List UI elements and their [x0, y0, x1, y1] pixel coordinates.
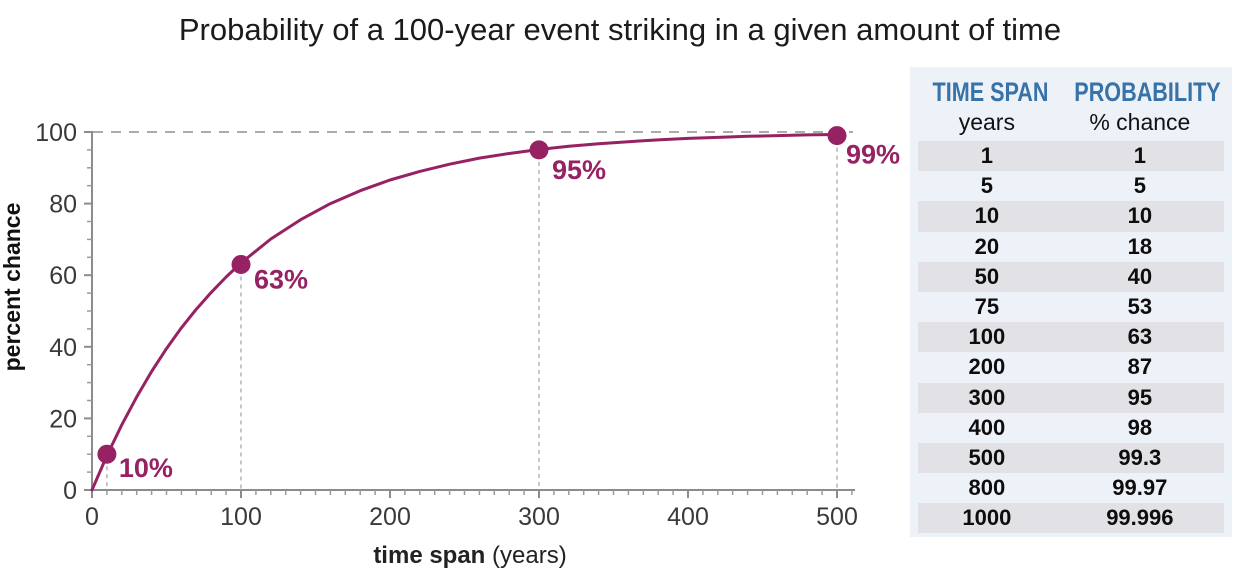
table-row: 1000 99.996 — [918, 503, 1224, 534]
probability-cell: 99.97 — [1112, 475, 1168, 501]
table-header-timespan: TIME SPAN — [932, 77, 1049, 107]
page-title: Probability of a 100-year event striking… — [178, 12, 1062, 47]
table-row: 100 63 — [918, 322, 1224, 353]
x-tick-label: 200 — [369, 503, 411, 531]
y-tick-label: 80 — [49, 191, 77, 219]
y-tick-label: 0 — [63, 477, 77, 505]
probability-chart: 0 20 40 60 80 100 0 100 200 300 400 500 10% 63% 95% 99%… — [0, 60, 905, 574]
x-tick-label: 0 — [85, 503, 99, 531]
table-header-probability: PROBABILITY — [1073, 77, 1221, 107]
table-subheader-chance: % chance — [1089, 109, 1191, 135]
timespan-cell: 20 — [974, 233, 1000, 259]
y-tick-label: 100 — [35, 119, 77, 147]
table-header-row: TIME SPAN PROBABILITY — [918, 77, 1224, 107]
probability-cell: 99.3 — [1118, 444, 1162, 470]
timespan-cell: 800 — [968, 475, 1006, 501]
probability-cell: 40 — [1127, 263, 1153, 289]
probability-cell: 18 — [1127, 233, 1153, 259]
timespan-cell: 1 — [980, 143, 993, 168]
table-body: 1 1 5 5 10 10 20 18 50 40 75 53 100 63 200 87 300 95 400 98… — [918, 141, 1224, 534]
timespan-cell: 5 — [980, 173, 993, 199]
data-point-marker — [827, 126, 847, 146]
probability-cell: 87 — [1127, 354, 1153, 380]
x-tick-label: 300 — [518, 503, 560, 531]
y-tick-label: 40 — [49, 334, 77, 362]
data-point-label: 10% — [119, 453, 173, 483]
timespan-cell: 50 — [974, 263, 1000, 289]
timespan-cell: 400 — [968, 414, 1006, 440]
table-row: 800 99.97 — [918, 473, 1224, 503]
timespan-cell: 100 — [968, 324, 1006, 350]
probability-cell: 63 — [1127, 324, 1153, 350]
x-axis-label: time span (years) — [373, 542, 566, 569]
y-axis-label: percent chance — [0, 203, 25, 372]
timespan-cell: 10 — [974, 203, 1000, 229]
timespan-cell: 300 — [968, 384, 1006, 410]
data-point-label: 99% — [846, 140, 900, 170]
x-tick-label: 500 — [816, 503, 858, 531]
probability-cell: 10 — [1127, 203, 1153, 229]
table-subheader-years: years — [958, 109, 1015, 135]
data-point-label: 63% — [254, 264, 308, 294]
data-point-marker — [529, 140, 549, 160]
table-subheader-row: years % chance — [918, 109, 1224, 135]
data-point-marker — [97, 444, 117, 464]
probability-cell: 1 — [1133, 143, 1146, 168]
chart-canvas: 0 20 40 60 80 100 0 100 200 300 400 500 10% 63% 95% 99%… — [0, 119, 900, 569]
x-tick-label: 400 — [667, 503, 709, 531]
probability-curve — [90, 133, 839, 492]
probability-cell: 53 — [1127, 293, 1153, 319]
table-row: 75 53 — [918, 292, 1224, 322]
table-row: 20 18 — [918, 232, 1224, 262]
table-row: 10 10 — [918, 201, 1224, 232]
table-row: 200 87 — [918, 352, 1224, 382]
data-point-marker — [231, 254, 251, 274]
timespan-cell: 1000 — [962, 505, 1012, 531]
x-tick-label: 100 — [220, 503, 262, 531]
table-row: 500 99.3 — [918, 442, 1224, 474]
data-point-label: 95% — [552, 155, 606, 185]
probability-cell: 99.996 — [1106, 505, 1174, 531]
probability-cell: 95 — [1127, 384, 1153, 410]
table-row: 400 98 — [918, 413, 1224, 443]
timespan-cell: 500 — [968, 444, 1006, 470]
table-row: 50 40 — [918, 261, 1224, 292]
table-row: 300 95 — [918, 382, 1224, 413]
timespan-cell: 200 — [968, 354, 1006, 380]
timespan-cell: 75 — [974, 293, 1000, 319]
y-tick-label: 60 — [49, 262, 77, 290]
probability-cell: 5 — [1133, 173, 1146, 199]
probability-cell: 98 — [1127, 414, 1153, 440]
y-tick-label: 20 — [49, 405, 77, 433]
